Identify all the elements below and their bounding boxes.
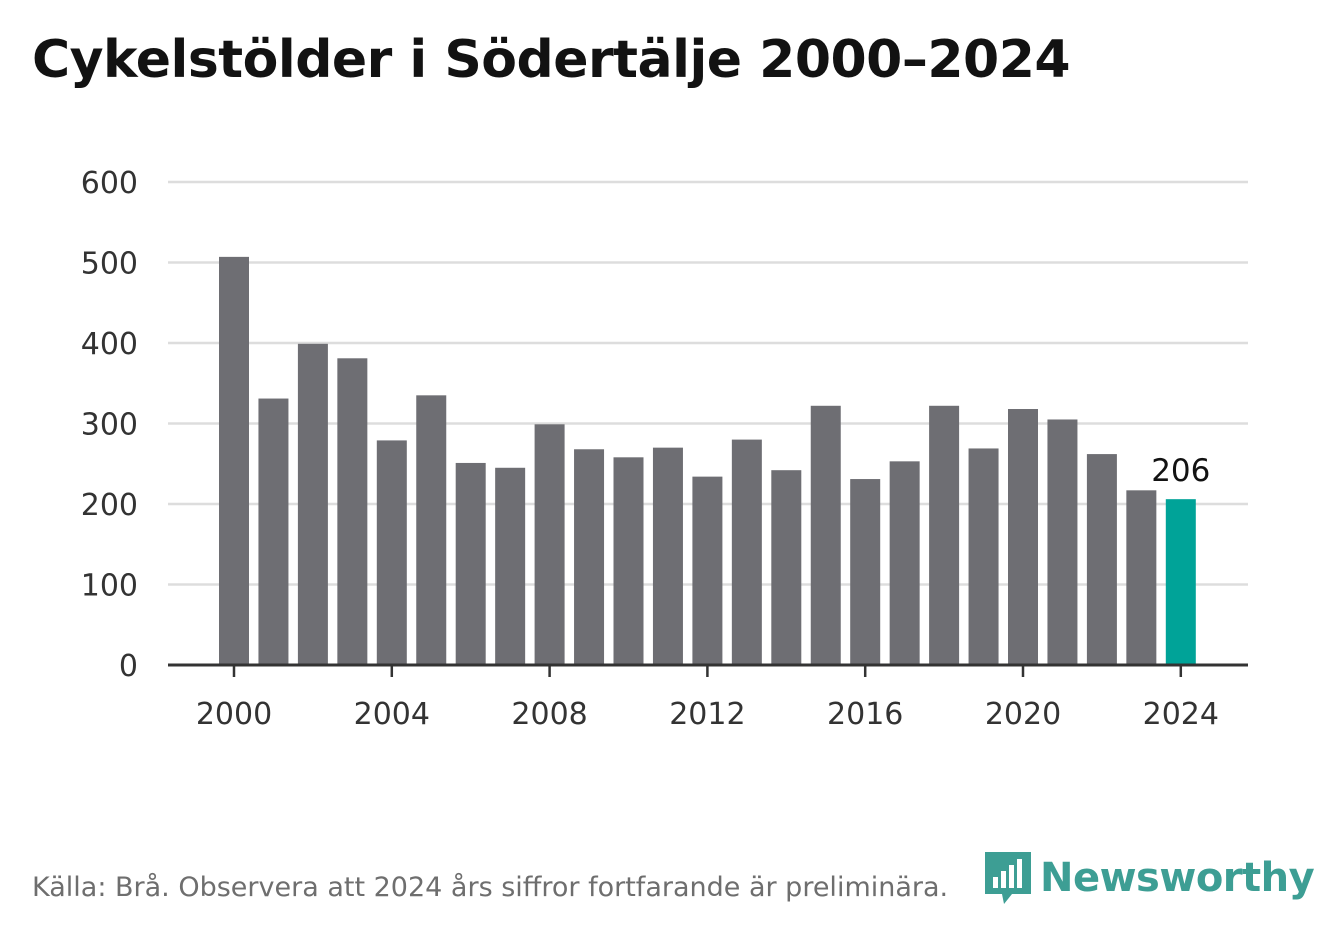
- bar-2012: [692, 476, 723, 665]
- y-tick-label-300: 300: [81, 408, 138, 443]
- bar-2002: [297, 343, 328, 665]
- bar-2022: [1086, 454, 1117, 665]
- bar-2011: [652, 447, 683, 665]
- x-tick-label-2016: 2016: [827, 697, 903, 732]
- bar-2024: [1165, 499, 1196, 665]
- x-tick-label-2012: 2012: [669, 697, 745, 732]
- bar-2013: [731, 439, 762, 665]
- bar-2017: [889, 461, 920, 665]
- bar-2006: [455, 462, 486, 665]
- bar-2021: [1047, 419, 1078, 665]
- bar-2016: [850, 479, 881, 665]
- bar-2009: [574, 449, 605, 665]
- bar-2020: [1008, 409, 1038, 665]
- y-tick-label-500: 500: [81, 247, 138, 282]
- x-tick-label-2020: 2020: [985, 697, 1061, 732]
- x-tick-label-2008: 2008: [511, 697, 587, 732]
- x-tick-label-2004: 2004: [354, 697, 430, 732]
- x-tick-label-2000: 2000: [196, 697, 272, 732]
- bar-2010: [613, 457, 644, 665]
- bar-2005: [416, 395, 447, 665]
- logo-text: Newsworthy: [1040, 855, 1315, 901]
- bar-2004: [376, 440, 407, 665]
- bar-2007: [495, 467, 526, 665]
- bar-2023: [1126, 490, 1157, 665]
- bar-2014: [771, 470, 802, 665]
- chart-title: Cykelstölder i Södertälje 2000–2024: [32, 30, 1071, 90]
- bar-2008: [534, 424, 565, 665]
- source-note: Källa: Brå. Observera att 2024 års siffr…: [32, 872, 949, 903]
- y-tick-label-600: 600: [81, 166, 138, 201]
- bar-2000: [219, 256, 249, 665]
- bar-2003: [337, 358, 368, 665]
- newsworthy-logo: Newsworthy: [982, 850, 1315, 906]
- y-tick-label-400: 400: [81, 327, 138, 362]
- x-tick-label-2024: 2024: [1143, 697, 1219, 732]
- bar-2019: [968, 448, 999, 665]
- y-tick-label-100: 100: [81, 569, 138, 604]
- bar-2018: [929, 405, 960, 665]
- value-label-2024: 206: [1151, 453, 1210, 489]
- bar-2015: [810, 405, 841, 665]
- bar-2001: [258, 398, 289, 665]
- y-tick-label-0: 0: [119, 649, 138, 684]
- y-tick-label-200: 200: [81, 488, 138, 523]
- newsworthy-chart-icon: [985, 852, 1031, 904]
